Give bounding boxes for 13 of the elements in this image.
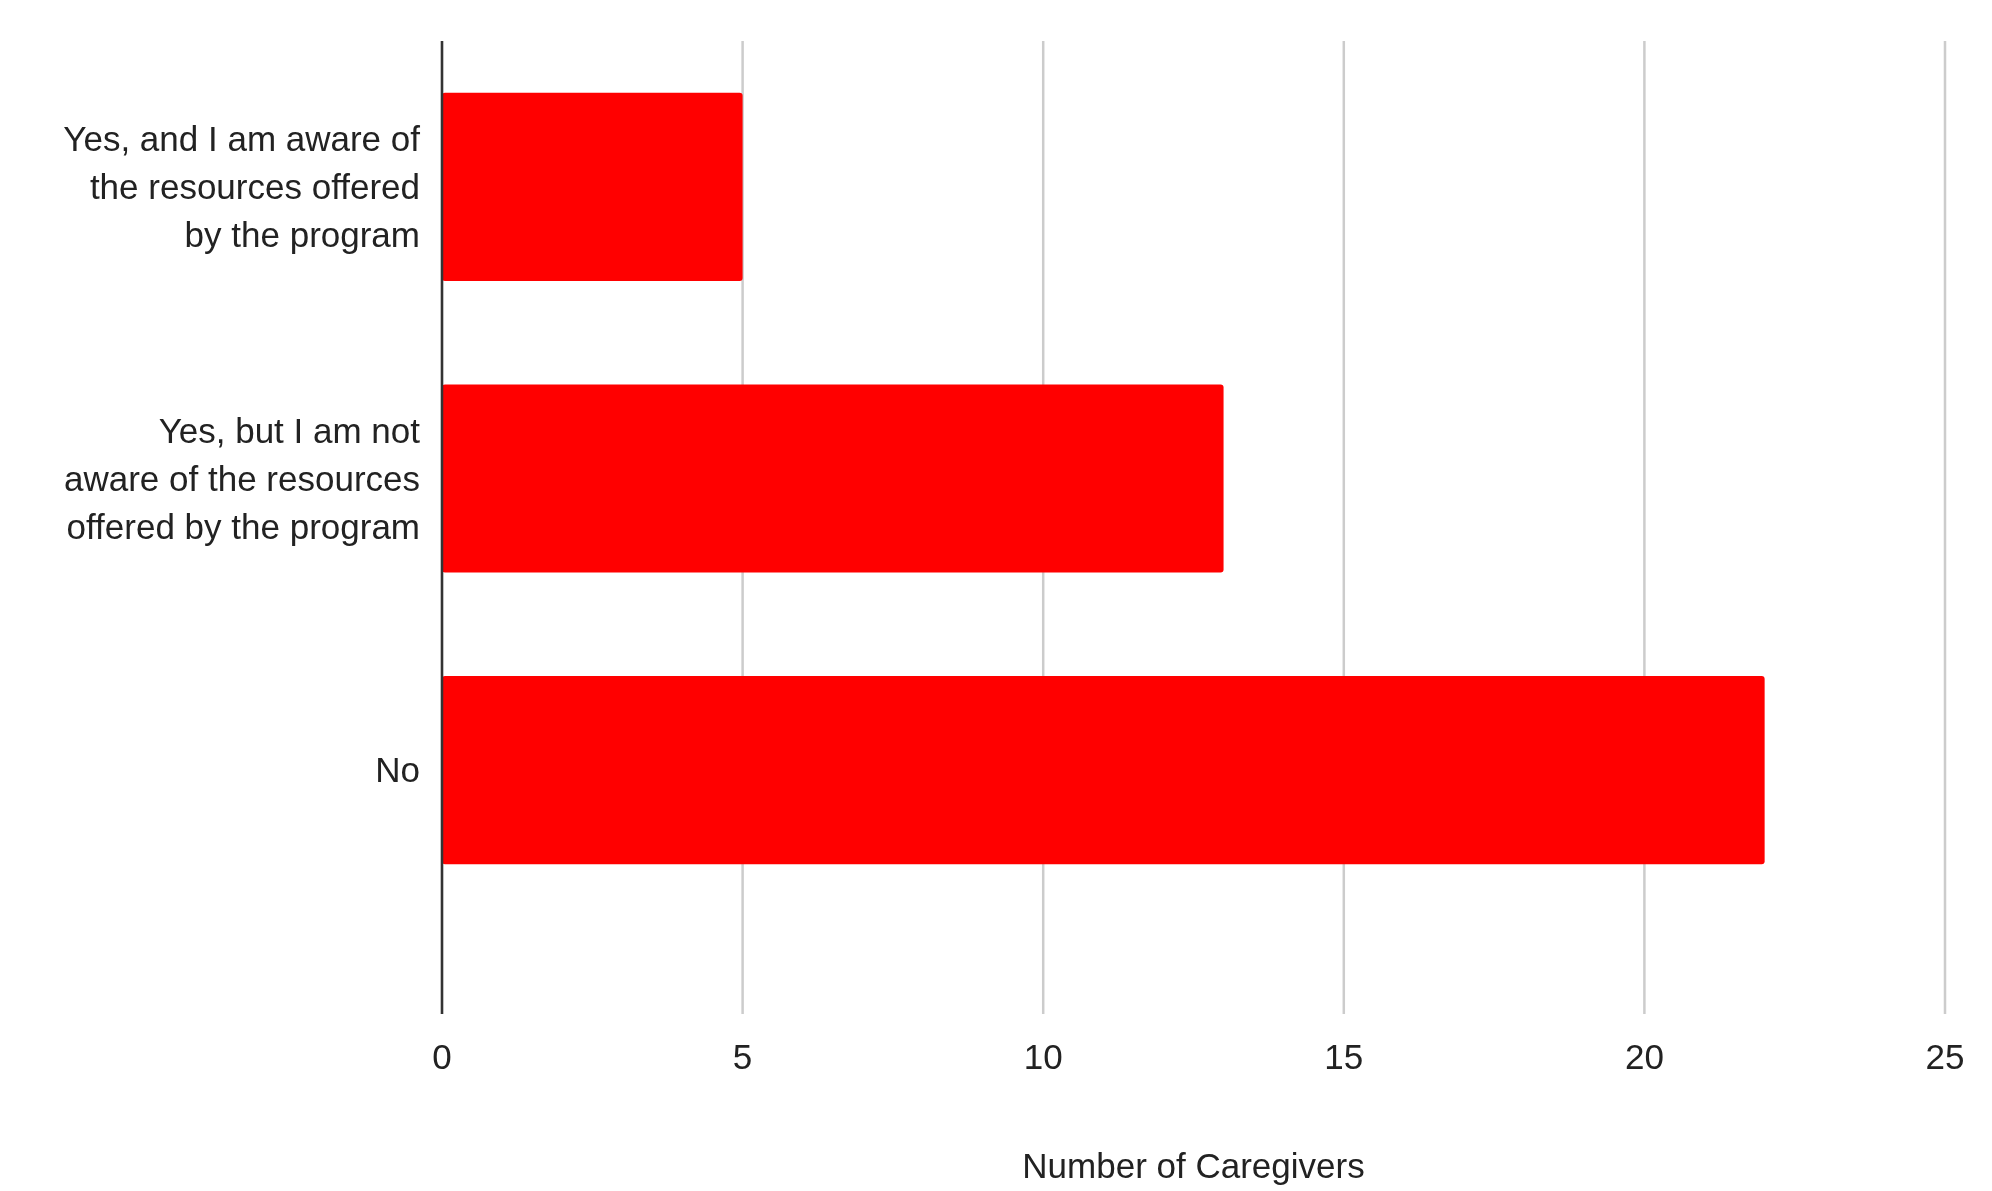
bar bbox=[442, 92, 743, 281]
x-tick-label: 20 bbox=[1624, 1037, 1664, 1076]
x-tick-label: 0 bbox=[432, 1037, 452, 1076]
y-tick-label: Yes, and I am aware of the resources offered by the program bbox=[63, 119, 421, 255]
bar bbox=[442, 384, 1224, 573]
x-tick-label: 5 bbox=[732, 1037, 753, 1076]
y-tick-label: Yes, but I am not aware of the resources offered by the program bbox=[63, 410, 421, 546]
x-tick-label: 25 bbox=[1925, 1037, 1965, 1076]
bar bbox=[442, 676, 1765, 865]
x-axis-title: Number of Caregivers bbox=[1022, 1146, 1365, 1185]
y-tick-label: No bbox=[375, 750, 420, 790]
x-tick-label: 15 bbox=[1324, 1037, 1364, 1076]
x-tick-label: 10 bbox=[1023, 1037, 1063, 1076]
